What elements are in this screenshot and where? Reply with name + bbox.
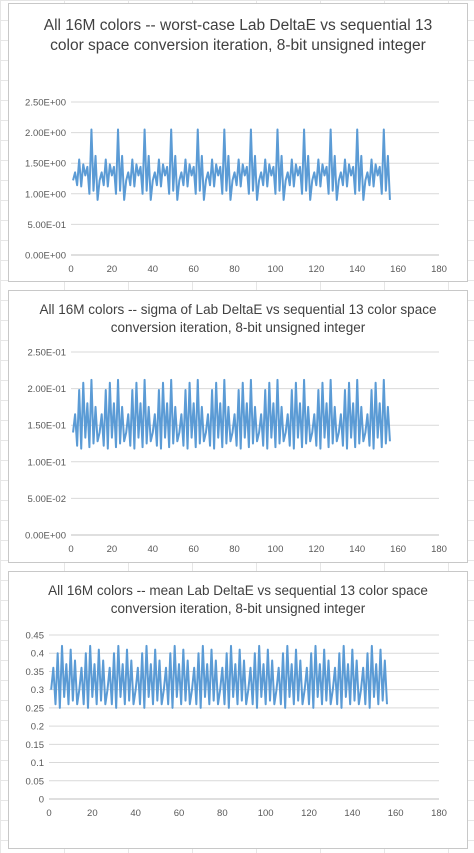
x-tick-label: 60 bbox=[188, 264, 199, 275]
x-tick-label: 40 bbox=[130, 808, 141, 819]
x-tick-label: 180 bbox=[431, 544, 447, 555]
y-tick-label: 0.3 bbox=[31, 685, 44, 696]
y-tick-label: 5.00E-01 bbox=[27, 220, 66, 231]
y-tick-label: 0.05 bbox=[26, 776, 45, 787]
x-tick-label: 0 bbox=[68, 264, 73, 275]
x-tick-label: 180 bbox=[431, 808, 447, 819]
x-tick-label: 0 bbox=[68, 544, 73, 555]
x-tick-label: 120 bbox=[308, 264, 324, 275]
y-tick-label: 0.2 bbox=[31, 722, 44, 733]
x-tick-label: 120 bbox=[301, 808, 317, 819]
y-tick-label: 0.1 bbox=[31, 758, 44, 769]
y-tick-label: 0.25 bbox=[26, 703, 45, 714]
y-tick-label: 1.00E-01 bbox=[27, 457, 66, 468]
series-line bbox=[72, 128, 391, 201]
series-line bbox=[50, 644, 388, 709]
worst-case-deltae-plot: 0.00E+00 5.00E-01 1.00E+00 1.50E+00 2.00E+00… bbox=[25, 98, 447, 276]
y-tick-label: 1.00E+00 bbox=[25, 189, 66, 200]
x-tick-label: 180 bbox=[431, 264, 447, 275]
x-tick-label: 80 bbox=[217, 808, 228, 819]
x-tick-label: 40 bbox=[147, 264, 158, 275]
x-tick-label: 160 bbox=[390, 264, 406, 275]
x-tick-label: 20 bbox=[107, 264, 118, 275]
y-tick-label: 0.35 bbox=[26, 667, 45, 678]
x-tick-label: 120 bbox=[308, 544, 324, 555]
chart-title: All 16M colors -- mean Lab DeltaE vs seq… bbox=[48, 583, 428, 616]
y-tick-label: 1.50E-01 bbox=[27, 421, 66, 432]
x-tick-label: 140 bbox=[344, 808, 360, 819]
chart-title: All 16M colors -- worst-case Lab DeltaE … bbox=[43, 17, 433, 55]
y-tick-label: 0.00E+00 bbox=[25, 531, 66, 542]
x-tick-label: 80 bbox=[229, 544, 240, 555]
y-tick-label: 0.45 bbox=[26, 631, 45, 642]
x-tick-label: 100 bbox=[268, 544, 284, 555]
x-tick-label: 100 bbox=[268, 264, 284, 275]
y-tick-label: 2.50E+00 bbox=[25, 98, 66, 109]
y-tick-label: 1.50E+00 bbox=[25, 159, 66, 170]
y-tick-label: 2.50E-01 bbox=[27, 348, 66, 359]
sigma-deltae-plot: 0.00E+00 5.00E-02 1.00E-01 1.50E-01 2.00E-01… bbox=[25, 348, 447, 556]
x-tick-label: 80 bbox=[229, 264, 240, 275]
x-tick-label: 60 bbox=[174, 808, 185, 819]
worst-case-deltae-chart[interactable]: All 16M colors -- worst-case Lab DeltaE … bbox=[8, 3, 468, 282]
y-tick-label: 0 bbox=[39, 795, 44, 806]
x-tick-label: 100 bbox=[258, 808, 274, 819]
x-tick-label: 0 bbox=[46, 808, 51, 819]
mean-deltae-chart[interactable]: All 16M colors -- mean Lab DeltaE vs seq… bbox=[8, 571, 468, 849]
y-tick-label: 2.00E+00 bbox=[25, 128, 66, 139]
x-tick-label: 20 bbox=[107, 544, 118, 555]
x-tick-label: 140 bbox=[349, 264, 365, 275]
series-line bbox=[72, 378, 391, 450]
x-tick-label: 20 bbox=[87, 808, 98, 819]
y-tick-label: 5.00E-02 bbox=[27, 494, 66, 505]
sigma-deltae-chart[interactable]: All 16M colors -- sigma of Lab DeltaE vs… bbox=[8, 290, 468, 563]
x-tick-label: 160 bbox=[390, 544, 406, 555]
x-tick-label: 160 bbox=[388, 808, 404, 819]
chart-title: All 16M colors -- sigma of Lab DeltaE vs… bbox=[39, 302, 437, 335]
y-tick-label: 0.4 bbox=[31, 649, 44, 660]
x-tick-label: 40 bbox=[147, 544, 158, 555]
x-tick-label: 60 bbox=[188, 544, 199, 555]
y-tick-label: 0.00E+00 bbox=[25, 251, 66, 262]
y-tick-label: 2.00E-01 bbox=[27, 384, 66, 395]
y-tick-label: 0.15 bbox=[26, 740, 45, 751]
mean-deltae-plot: 0 0.05 0.1 0.15 0.2 0.25 0.3 0.35 0.4 0.45 0 20 40 60… bbox=[26, 631, 447, 820]
x-tick-label: 140 bbox=[349, 544, 365, 555]
